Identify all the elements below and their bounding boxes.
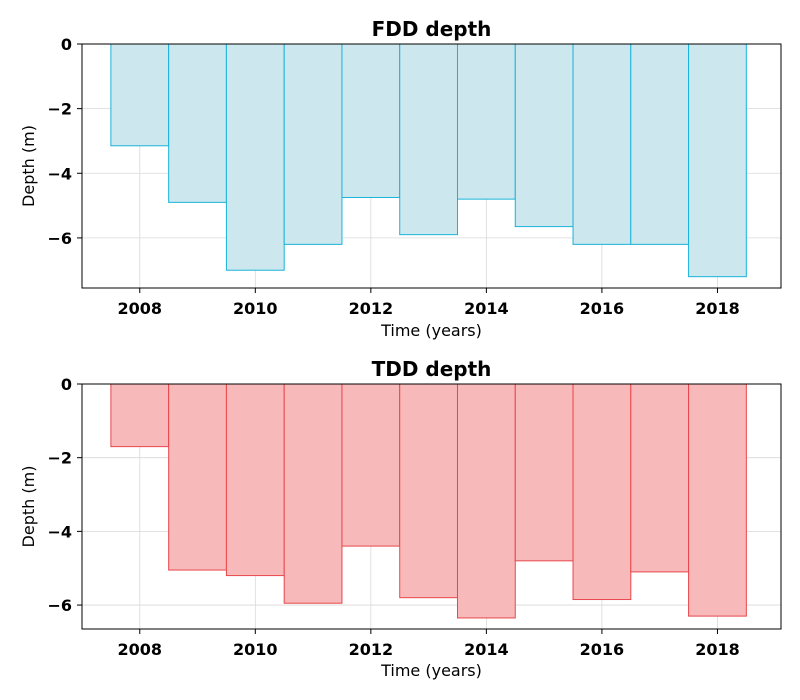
chart1-bar-2012 [341, 43, 401, 199]
chart2-x-tick-label: 2008 [118, 640, 163, 659]
chart1-x-tick-label: 2008 [118, 299, 163, 318]
chart2-x-tick-label: 2016 [580, 640, 625, 659]
chart1-x-tick-label: 2018 [695, 299, 740, 318]
chart1-bar-2017 [630, 43, 690, 245]
chart2-bar-2008 [110, 383, 170, 448]
chart2-bar-2016 [572, 383, 632, 601]
chart2-bar-2017 [630, 383, 690, 573]
chart2-bar-2011 [283, 383, 343, 604]
chart2-y-tick-label: −4 [47, 522, 72, 541]
chart1-bar-2014 [456, 43, 516, 200]
chart2-title: TDD depth [372, 357, 492, 381]
chart1-y-tick-label: 0 [61, 35, 72, 54]
chart1-x-axis-label: Time (years) [380, 321, 482, 340]
chart2-bar-2015 [514, 383, 574, 562]
chart1-x-tick-label: 2016 [580, 299, 625, 318]
chart1-bar-2010 [225, 43, 285, 271]
chart2-x-axis-label: Time (years) [380, 661, 482, 680]
chart1-axes-frame [81, 43, 782, 289]
chart2-y-tick-label: −6 [47, 596, 72, 615]
chart2-y-axis-label: Depth (m) [19, 466, 38, 548]
chart2-x-tick-label: 2014 [464, 640, 509, 659]
chart2-bar-2012 [341, 383, 401, 547]
chart2-bar-2010 [225, 383, 285, 577]
chart1-bars [110, 43, 747, 278]
chart1-bar-2015 [514, 43, 574, 228]
chart1-y-axis-label: Depth (m) [19, 125, 38, 207]
chart2-bar-2018 [688, 383, 747, 617]
chart2-x-tick-label: 2012 [349, 640, 394, 659]
chart2-bars [110, 383, 747, 619]
chart2-bar-2013 [399, 383, 458, 599]
chart1-title: FDD depth [372, 17, 492, 41]
chart2-panel: 2008 2010 2012 2014 2016 2018 0 −2 −4 −6 TDD depth… [19, 357, 782, 680]
chart1-bar-2011 [283, 43, 343, 245]
chart2-x-tick-label: 2018 [695, 640, 740, 659]
chart2-bar-2014 [456, 383, 516, 619]
chart2-axes-frame [81, 383, 782, 630]
chart1-y-tick-label: −4 [47, 164, 72, 183]
chart1-y-tick-label: −2 [47, 100, 72, 119]
chart2-x-tick-label: 2010 [233, 640, 278, 659]
chart1-bar-2018 [688, 43, 747, 278]
chart1-bar-2013 [399, 43, 458, 236]
chart1-panel: 2008 2010 2012 2014 2016 2018 0 −2 −4 −6 FDD depth… [19, 17, 782, 340]
chart1-x-tick-label: 2014 [464, 299, 509, 318]
chart1-bar-2008 [110, 43, 170, 147]
chart2-y-tick-label: −2 [47, 449, 72, 468]
chart2-bar-2009 [168, 383, 227, 571]
chart1-x-tick-label: 2010 [233, 299, 278, 318]
chart1-bar-2009 [168, 43, 227, 203]
chart1-bar-2016 [572, 43, 632, 245]
chart2-y-tick-label: 0 [61, 375, 72, 394]
chart1-x-tick-label: 2012 [349, 299, 394, 318]
chart1-y-tick-label: −6 [47, 229, 72, 248]
